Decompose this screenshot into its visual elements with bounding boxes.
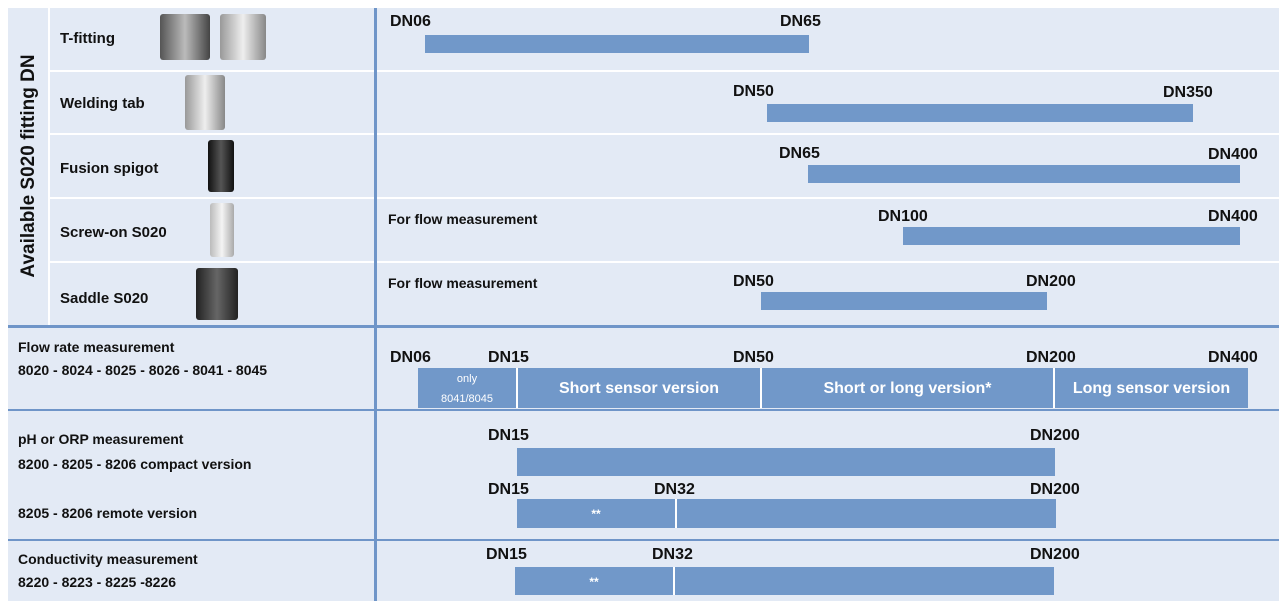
dn-label: DN50 [733, 83, 774, 101]
bar-divider [675, 499, 677, 528]
dn-label: DN400 [1208, 349, 1258, 367]
dn-label: DN32 [652, 546, 693, 564]
dn-label: DN06 [390, 349, 431, 367]
fitting-icon [210, 203, 234, 257]
note: For flow measurement [388, 210, 537, 228]
section-line [8, 539, 1279, 541]
fitting-icon [196, 268, 238, 320]
dn-label: DN15 [488, 349, 529, 367]
row-line [50, 197, 1279, 199]
dn-label: DN200 [1030, 481, 1080, 499]
models: 8205 - 8206 remote version [18, 504, 197, 522]
dn-label: DN65 [780, 13, 821, 31]
segment-label: ** [515, 573, 673, 591]
dn-label: DN200 [1030, 546, 1080, 564]
row-line [50, 133, 1279, 135]
diagram: Available S020 fitting DN T-fitting Weld… [0, 0, 1281, 601]
dn-label: DN50 [733, 349, 774, 367]
dn-label: DN65 [779, 145, 820, 163]
section-line [8, 409, 1279, 411]
dn-label: DN100 [878, 208, 928, 226]
dn-label: DN50 [733, 273, 774, 291]
segment-label: Short or long version* [762, 380, 1053, 398]
segment-label: Short sensor version [518, 380, 760, 398]
range-bar [425, 35, 809, 53]
section-title: Flow rate measurement [18, 338, 174, 356]
range-bar [761, 292, 1047, 310]
dn-label: DN400 [1208, 146, 1258, 164]
note: For flow measurement [388, 274, 537, 292]
fitting-name: Saddle S020 [60, 290, 148, 308]
dn-label: DN400 [1208, 208, 1258, 226]
column-line [374, 8, 377, 601]
models: 8220 - 8223 - 8225 -8226 [18, 573, 176, 591]
models: 8020 - 8024 - 8025 - 8026 - 8041 - 8045 [18, 361, 267, 379]
segment-label: ** [517, 505, 675, 523]
range-bar [808, 165, 1240, 183]
range-bar [767, 104, 1193, 122]
side-label: Available S020 fitting DN [20, 54, 38, 277]
section-title: pH or ORP measurement [18, 430, 183, 448]
dn-label: DN200 [1030, 427, 1080, 445]
segment-label: only [418, 370, 516, 388]
range-bar [903, 227, 1240, 245]
fitting-icon [160, 14, 210, 60]
dn-label: DN15 [488, 481, 529, 499]
column-line [48, 8, 50, 325]
row-line [50, 70, 1279, 72]
fitting-name: Screw-on S020 [60, 224, 167, 242]
dn-label: DN15 [488, 427, 529, 445]
segment-label: Long sensor version [1055, 380, 1248, 398]
page-body: Available S020 fitting DN T-fitting Weld… [0, 0, 1281, 601]
dn-label: DN200 [1026, 273, 1076, 291]
section-title: Conductivity measurement [18, 550, 198, 568]
segment-label: 8041/8045 [418, 390, 516, 408]
section-line [8, 325, 1279, 328]
dn-label: DN06 [390, 13, 431, 31]
fitting-icon [185, 75, 225, 130]
dn-label: DN15 [486, 546, 527, 564]
models: 8200 - 8205 - 8206 compact version [18, 455, 251, 473]
dn-label: DN32 [654, 481, 695, 499]
fitting-icon [220, 14, 266, 60]
fitting-name: Welding tab [60, 95, 145, 113]
bar-divider [673, 567, 675, 595]
dn-label: DN350 [1163, 84, 1213, 102]
range-bar [517, 448, 1055, 476]
fitting-icon [208, 140, 234, 192]
fitting-name: Fusion spigot [60, 160, 158, 178]
dn-label: DN200 [1026, 349, 1076, 367]
fitting-name: T-fitting [60, 30, 115, 48]
row-line [50, 261, 1279, 263]
